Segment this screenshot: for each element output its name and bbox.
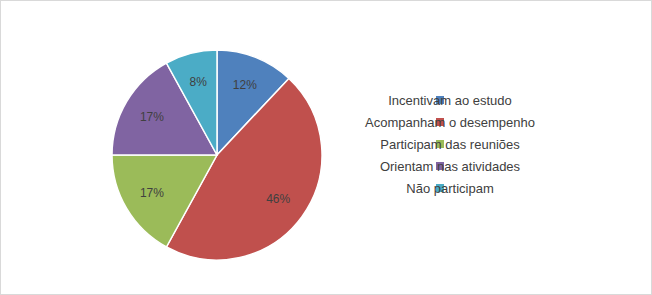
svg-text:46%: 46%	[266, 192, 290, 206]
svg-text:17%: 17%	[140, 186, 164, 200]
svg-text:Participam das reuniões: Participam das reuniões	[380, 137, 520, 152]
svg-text:Acompanham o desempenho: Acompanham o desempenho	[365, 115, 535, 130]
svg-text:Incentivam ao estudo: Incentivam ao estudo	[388, 93, 512, 108]
svg-text:12%: 12%	[233, 78, 257, 92]
svg-text:Orientam nas atividades: Orientam nas atividades	[380, 159, 521, 174]
svg-text:17%: 17%	[140, 110, 164, 124]
svg-text:8%: 8%	[190, 75, 208, 89]
svg-text:Não participam: Não participam	[406, 181, 493, 196]
